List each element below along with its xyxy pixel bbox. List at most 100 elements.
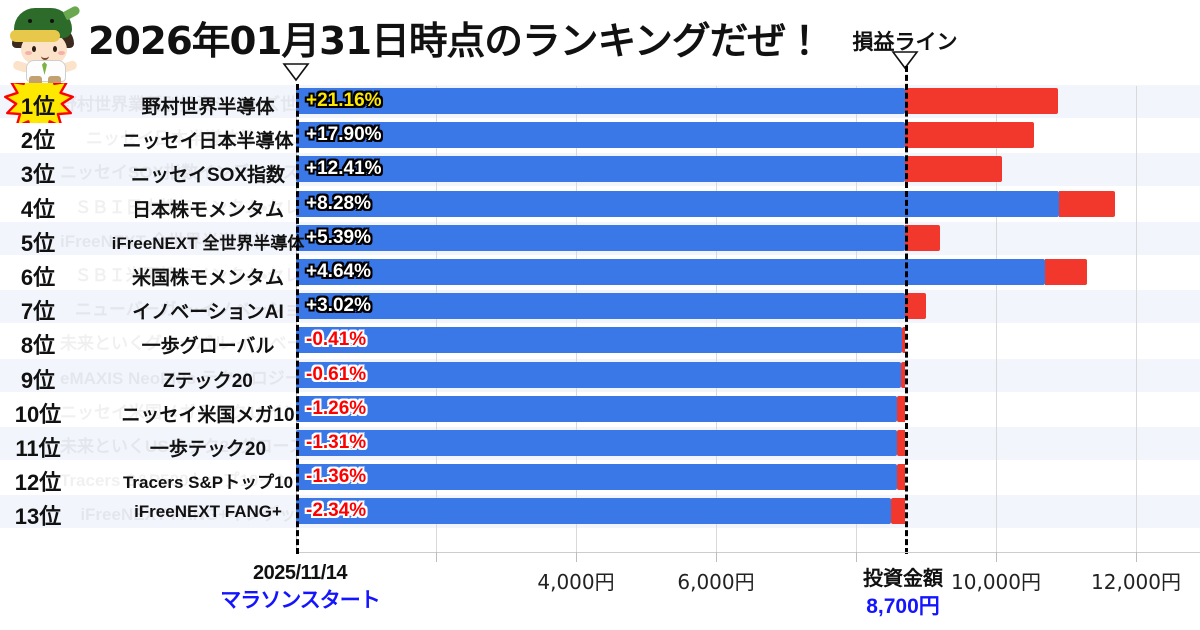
bar-segment-principal	[296, 224, 905, 251]
axis-tick	[996, 552, 997, 562]
bar-value-label: -2.34%	[306, 500, 367, 522]
bar-segment-profit	[1045, 259, 1087, 285]
axis-tick-label: 4,000円	[537, 570, 615, 594]
fund-name-label: iFreeNEXT 全世界半導体	[111, 233, 305, 253]
rank-label: 6位	[20, 265, 56, 290]
profit-line-marker-icon	[891, 50, 919, 75]
bar-segment-loss	[896, 464, 905, 491]
bar-value-label: +17.90%	[306, 124, 382, 146]
fund-name-label: 日本株モメンタム	[131, 199, 284, 221]
fund-name-label: 米国株モメンタム	[131, 268, 284, 289]
bar-segment-principal	[296, 122, 905, 149]
rank-label: 7位	[20, 299, 56, 325]
ghost-fund-name: ＳＢＩ日本株モメンタム・セレクト	[74, 197, 336, 217]
ghost-fund-name: eMAXIS NeoPlus テクノロジー・テック	[60, 368, 350, 388]
start-caption-label: マラソンスタート	[220, 589, 381, 612]
bar-value-label: +12.41%	[306, 158, 382, 180]
bar-value-label: -1.26%	[306, 397, 367, 419]
bar-segment-loss	[890, 498, 905, 525]
bar-segment-principal	[296, 464, 897, 491]
bar-segment-profit	[905, 156, 1003, 183]
x-axis: 4,000円 6,000円 10,000円 12,000円 2025/11/14 マラソン…	[0, 552, 1200, 630]
ghost-fund-name: 未来といくUSテック20グロースアップ	[60, 437, 350, 456]
fund-name-label: 一歩テック20	[149, 439, 267, 460]
ghost-fund-name: ニッセイ日本半導体株ファンド	[86, 129, 324, 149]
bar-segment-principal	[296, 395, 898, 422]
ghost-fund-name: ＳＢＩ米国株モメンタム・セレクト	[74, 266, 336, 285]
bar-segment-profit	[905, 88, 1059, 114]
bar-segment-loss	[902, 327, 906, 354]
profit-line-label: 損益ライン	[852, 31, 958, 54]
rank-label: 10位	[14, 401, 62, 427]
mascot-character-icon	[4, 2, 84, 88]
ghost-fund-name: ニューバーガー・イノベーションAI	[74, 300, 336, 320]
bar-segment-loss	[901, 361, 905, 388]
fund-name-label: イノベーションAI	[132, 302, 284, 324]
fund-name-label: Zテック20	[163, 370, 253, 392]
ghost-fund-name: Tracers S&P500トップ10インデックス	[60, 471, 350, 491]
bar-segment-principal	[296, 327, 903, 354]
bar-segment-principal	[296, 361, 902, 388]
page-title: 2026年01月31日時点のランキングだぜ！	[88, 19, 824, 63]
bar-segment-loss	[897, 395, 905, 422]
fund-name-label: ニッセイ米国メガ10	[121, 404, 295, 426]
axis-tick-label: 6,000円	[677, 570, 755, 594]
bar-segment-principal	[296, 190, 1059, 217]
rank-label: 5位	[20, 230, 56, 256]
bar-segment-loss	[897, 430, 905, 456]
axis-tick-label: 12,000円	[1091, 570, 1181, 594]
bar-segment-principal	[296, 430, 898, 456]
bar-segment-principal	[296, 88, 905, 114]
fund-name-label: ニッセイ日本半導体	[122, 131, 294, 153]
rank-label: 11位	[15, 436, 61, 461]
bar-segment-principal	[296, 259, 1045, 285]
gridline	[996, 86, 997, 552]
bar-value-label: +21.16%	[306, 90, 382, 111]
bar-segment-profit	[1059, 190, 1115, 217]
ghost-fund-name: iFreeNEXT FANG+インデックス	[80, 505, 330, 525]
axis-tick	[436, 552, 437, 562]
bar-segment-principal	[296, 156, 905, 183]
axis-baseline	[296, 552, 1200, 553]
start-date-label: 2025/11/14	[253, 562, 348, 584]
rank-label: 9位	[20, 367, 56, 393]
invest-marker-block: 投資金額 8,700円	[862, 562, 944, 620]
rank-label: 1位	[20, 94, 56, 119]
axis-tick	[716, 552, 717, 562]
fund-name-label: Tracers S&Pトップ10	[122, 473, 294, 493]
rank-label: 12位	[14, 470, 62, 496]
fund-name-label: ニッセイSOX指数	[130, 165, 286, 187]
fund-name-label: 一歩グローバル	[141, 336, 275, 358]
axis-tick	[576, 552, 577, 562]
rank-label: 13位	[14, 504, 62, 530]
ghost-fund-name: 未来といくグローバル・イノベーション	[60, 334, 350, 354]
fund-name-label: 野村世界半導体	[141, 97, 275, 118]
invest-amount-title: 投資金額	[862, 568, 944, 590]
bar-value-label: +3.02%	[306, 295, 371, 317]
rank-label: 3位	[20, 162, 56, 188]
start-dashed-line	[296, 84, 299, 554]
invest-amount-value: 8,700円	[866, 595, 940, 618]
bar-segment-profit	[905, 122, 1034, 149]
bar-value-label: -1.36%	[306, 466, 367, 488]
profit-loss-dashed-line	[905, 66, 908, 554]
fund-name-label: iFreeNEXT FANG+	[134, 502, 282, 522]
bar-segment-principal	[296, 498, 891, 525]
bar-segment-profit	[905, 293, 926, 320]
bar-value-label: -0.41%	[306, 329, 367, 351]
start-line-marker-icon	[282, 62, 310, 87]
rank-label: 2位	[20, 128, 56, 154]
bar-segment-principal	[296, 293, 905, 320]
bar-value-label: +4.64%	[306, 261, 371, 282]
ghost-fund-name: 野村世界業種別投資シリーズ世界半導体株投資	[60, 95, 350, 114]
axis-tick-label: 10,000円	[951, 570, 1041, 594]
rank-label: 4位	[20, 196, 56, 222]
ghost-fund-name: iFreeNEXT 全世界半導体株インデックス	[60, 231, 350, 251]
axis-tick	[856, 552, 857, 562]
bar-value-label: -0.61%	[306, 363, 367, 385]
ghost-fund-name: ニッセイ米国メガテック10インデックス	[60, 402, 350, 422]
bar-value-label: +8.28%	[306, 192, 371, 214]
bar-segment-profit	[905, 224, 940, 251]
bar-value-label: +5.39%	[306, 226, 371, 248]
start-marker-block: 2025/11/14 マラソンスタート	[220, 562, 381, 614]
